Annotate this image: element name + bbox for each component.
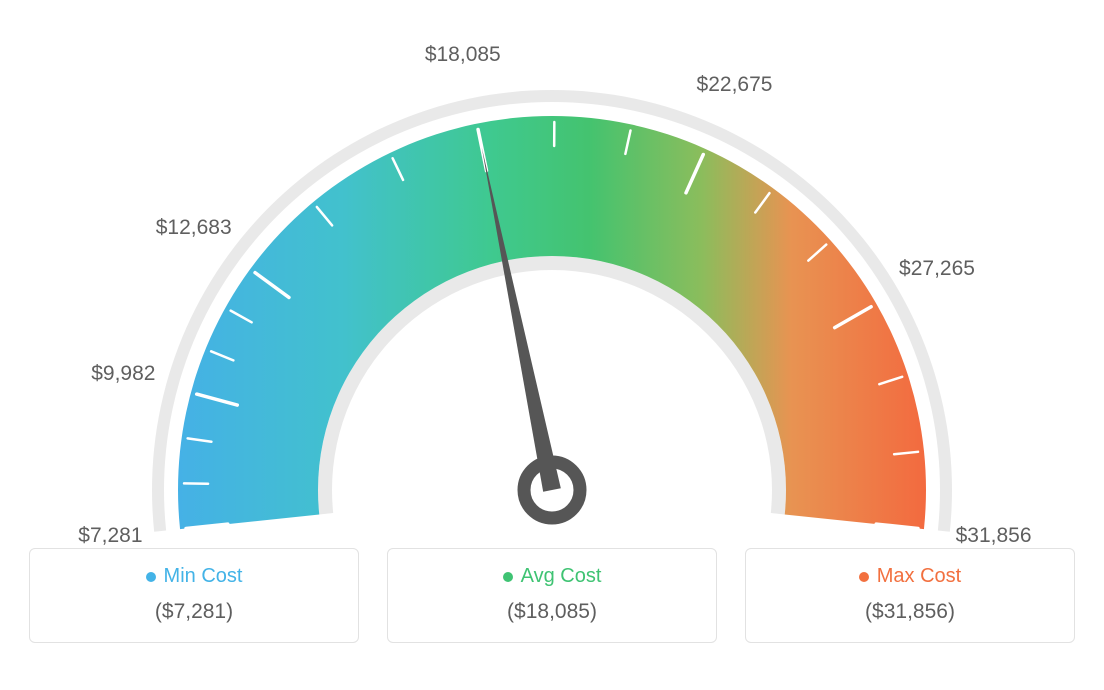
legend-row: Min Cost ($7,281) Avg Cost ($18,085) Max… xyxy=(0,548,1104,643)
cost-gauge-widget: $7,281 $9,982 $12,683 $18,085 $22,675 $27,265… xyxy=(0,0,1104,690)
gauge-tick-label: $7,281 xyxy=(78,524,142,548)
legend-value-max: ($31,856) xyxy=(756,600,1064,624)
gauge-tick-label: $12,683 xyxy=(156,216,232,240)
legend-card-max: Max Cost ($31,856) xyxy=(745,548,1075,643)
legend-value-min: ($7,281) xyxy=(40,600,348,624)
legend-card-avg: Avg Cost ($18,085) xyxy=(387,548,717,643)
legend-title-min: Min Cost xyxy=(40,565,348,588)
legend-title-text: Min Cost xyxy=(164,565,243,588)
gauge-tick-label: $9,982 xyxy=(91,362,155,386)
legend-title-text: Max Cost xyxy=(877,565,961,588)
gauge-tick-label: $18,085 xyxy=(425,43,501,67)
legend-title-text: Avg Cost xyxy=(521,565,602,588)
dot-icon xyxy=(503,572,513,582)
dot-icon xyxy=(146,572,156,582)
legend-title-avg: Avg Cost xyxy=(398,565,706,588)
legend-title-max: Max Cost xyxy=(756,565,1064,588)
legend-value-avg: ($18,085) xyxy=(398,600,706,624)
gauge-tick-label: $31,856 xyxy=(956,524,1032,548)
gauge-area: $7,281$9,982$12,683$18,085$22,675$27,265… xyxy=(0,0,1104,540)
legend-card-min: Min Cost ($7,281) xyxy=(29,548,359,643)
gauge-tick-label: $27,265 xyxy=(899,257,975,281)
dot-icon xyxy=(859,572,869,582)
gauge-tick-label: $22,675 xyxy=(697,73,773,97)
